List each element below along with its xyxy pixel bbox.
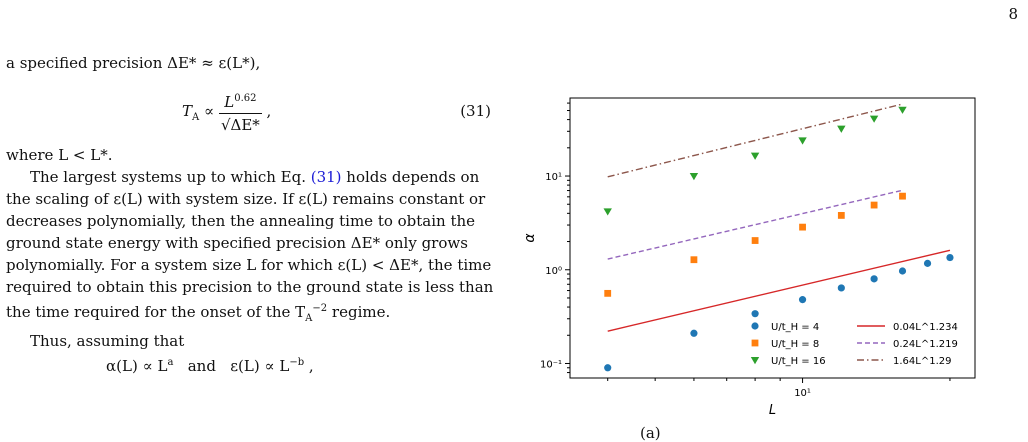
figure-caption-fragment: (a) [640,424,661,442]
eq31-numerator: L [224,93,235,111]
data-point [898,106,907,114]
eq-eps-exp: −b [289,357,305,368]
legend-label: U/t_H = 8 [771,339,819,350]
intro-line: a specified precision ΔE* ≈ ε(L*), [6,54,261,72]
eq-tail: , [304,357,314,375]
data-point [689,173,699,181]
eq31-fraction: L0.62 √ΔE* [218,88,262,136]
y-tick-label: 10⁰ [545,266,562,277]
y-axis-label: α [522,233,538,243]
text-column: a specified precision ΔE* ≈ ε(L*), TA ∝ … [6,52,503,377]
eq-ref-link[interactable]: (31) [310,168,342,186]
data-point [690,256,698,264]
eq31-lhs: T [182,102,193,120]
eq31-denominator: √ΔE* [220,116,260,134]
data-point [837,125,846,133]
data-point [603,208,612,216]
page-number: 8 [1008,5,1018,23]
data-point [837,284,845,292]
eq-alpha: α(L) ∝ L [106,357,168,375]
eq31-lhs-sub: A [192,112,200,123]
legend-marker [750,357,760,365]
legend-marker [751,339,759,347]
legend-label: 0.04L^1.234 [893,322,958,333]
data-point [750,152,760,160]
legend-label: U/t_H = 16 [771,356,826,367]
data-point [870,201,878,209]
legend-label: U/t_H = 4 [771,322,819,333]
para1-b: holds depends on the scaling of ε(L) wit… [6,168,494,321]
paragraph-2: Thus, assuming that [30,332,185,350]
data-point [923,259,932,267]
eq31-tail: , [261,102,272,120]
data-point [604,364,612,372]
fit-line [607,249,951,332]
data-point [837,212,845,219]
legend-marker [751,322,759,330]
plot-frame [569,97,976,379]
x-axis-label: L [769,403,776,418]
alpha-scaling-chart: 10¹ 10⁻¹ 10⁰ 10¹ Lα U/t_H = 4 U/t_H = 8 U/t_H =… [522,97,976,418]
data-point [798,296,807,304]
eq31-numerator-exp: 0.62 [234,93,257,104]
where-line: where L < L*. [6,146,113,164]
data-point [899,192,906,200]
fit-line [607,103,903,178]
eq-eps: ε(L) ∝ L [230,357,290,375]
para1-a: The largest systems up to which Eq. [30,168,311,186]
data-point [690,329,698,337]
legend-label: 0.24L^1.219 [893,339,958,350]
data-point [869,115,879,123]
data-point [798,137,807,145]
eq-and: and [187,357,216,375]
paragraph-1: The largest systems up to which Eq. (31)… [6,166,503,330]
data-point [604,289,612,297]
fit-line [607,189,903,260]
data-point [799,223,806,231]
equation-scaling: α(L) ∝ La and ε(L) ∝ L−b , [6,352,503,377]
eq31-label: (31) [460,102,491,120]
y-tick-label: 10¹ [545,172,562,183]
data-point [946,253,954,262]
legend-label: 1.64L^1.29 [893,356,951,367]
eq31-prop: ∝ [199,102,219,120]
data-point [751,310,759,318]
eq-alpha-exp: a [167,357,174,368]
para1-exp: −2 [312,303,328,314]
y-tick-label: 10⁻¹ [540,359,562,370]
data-point [751,237,759,244]
equation-31: TA ∝ L0.62 √ΔE* , (31) [6,78,503,136]
data-point [870,275,878,283]
x-tick-label: 10¹ [794,388,811,399]
data-point [898,267,907,275]
para1-sub: A [305,313,313,324]
para1-c: regime. [327,303,391,321]
